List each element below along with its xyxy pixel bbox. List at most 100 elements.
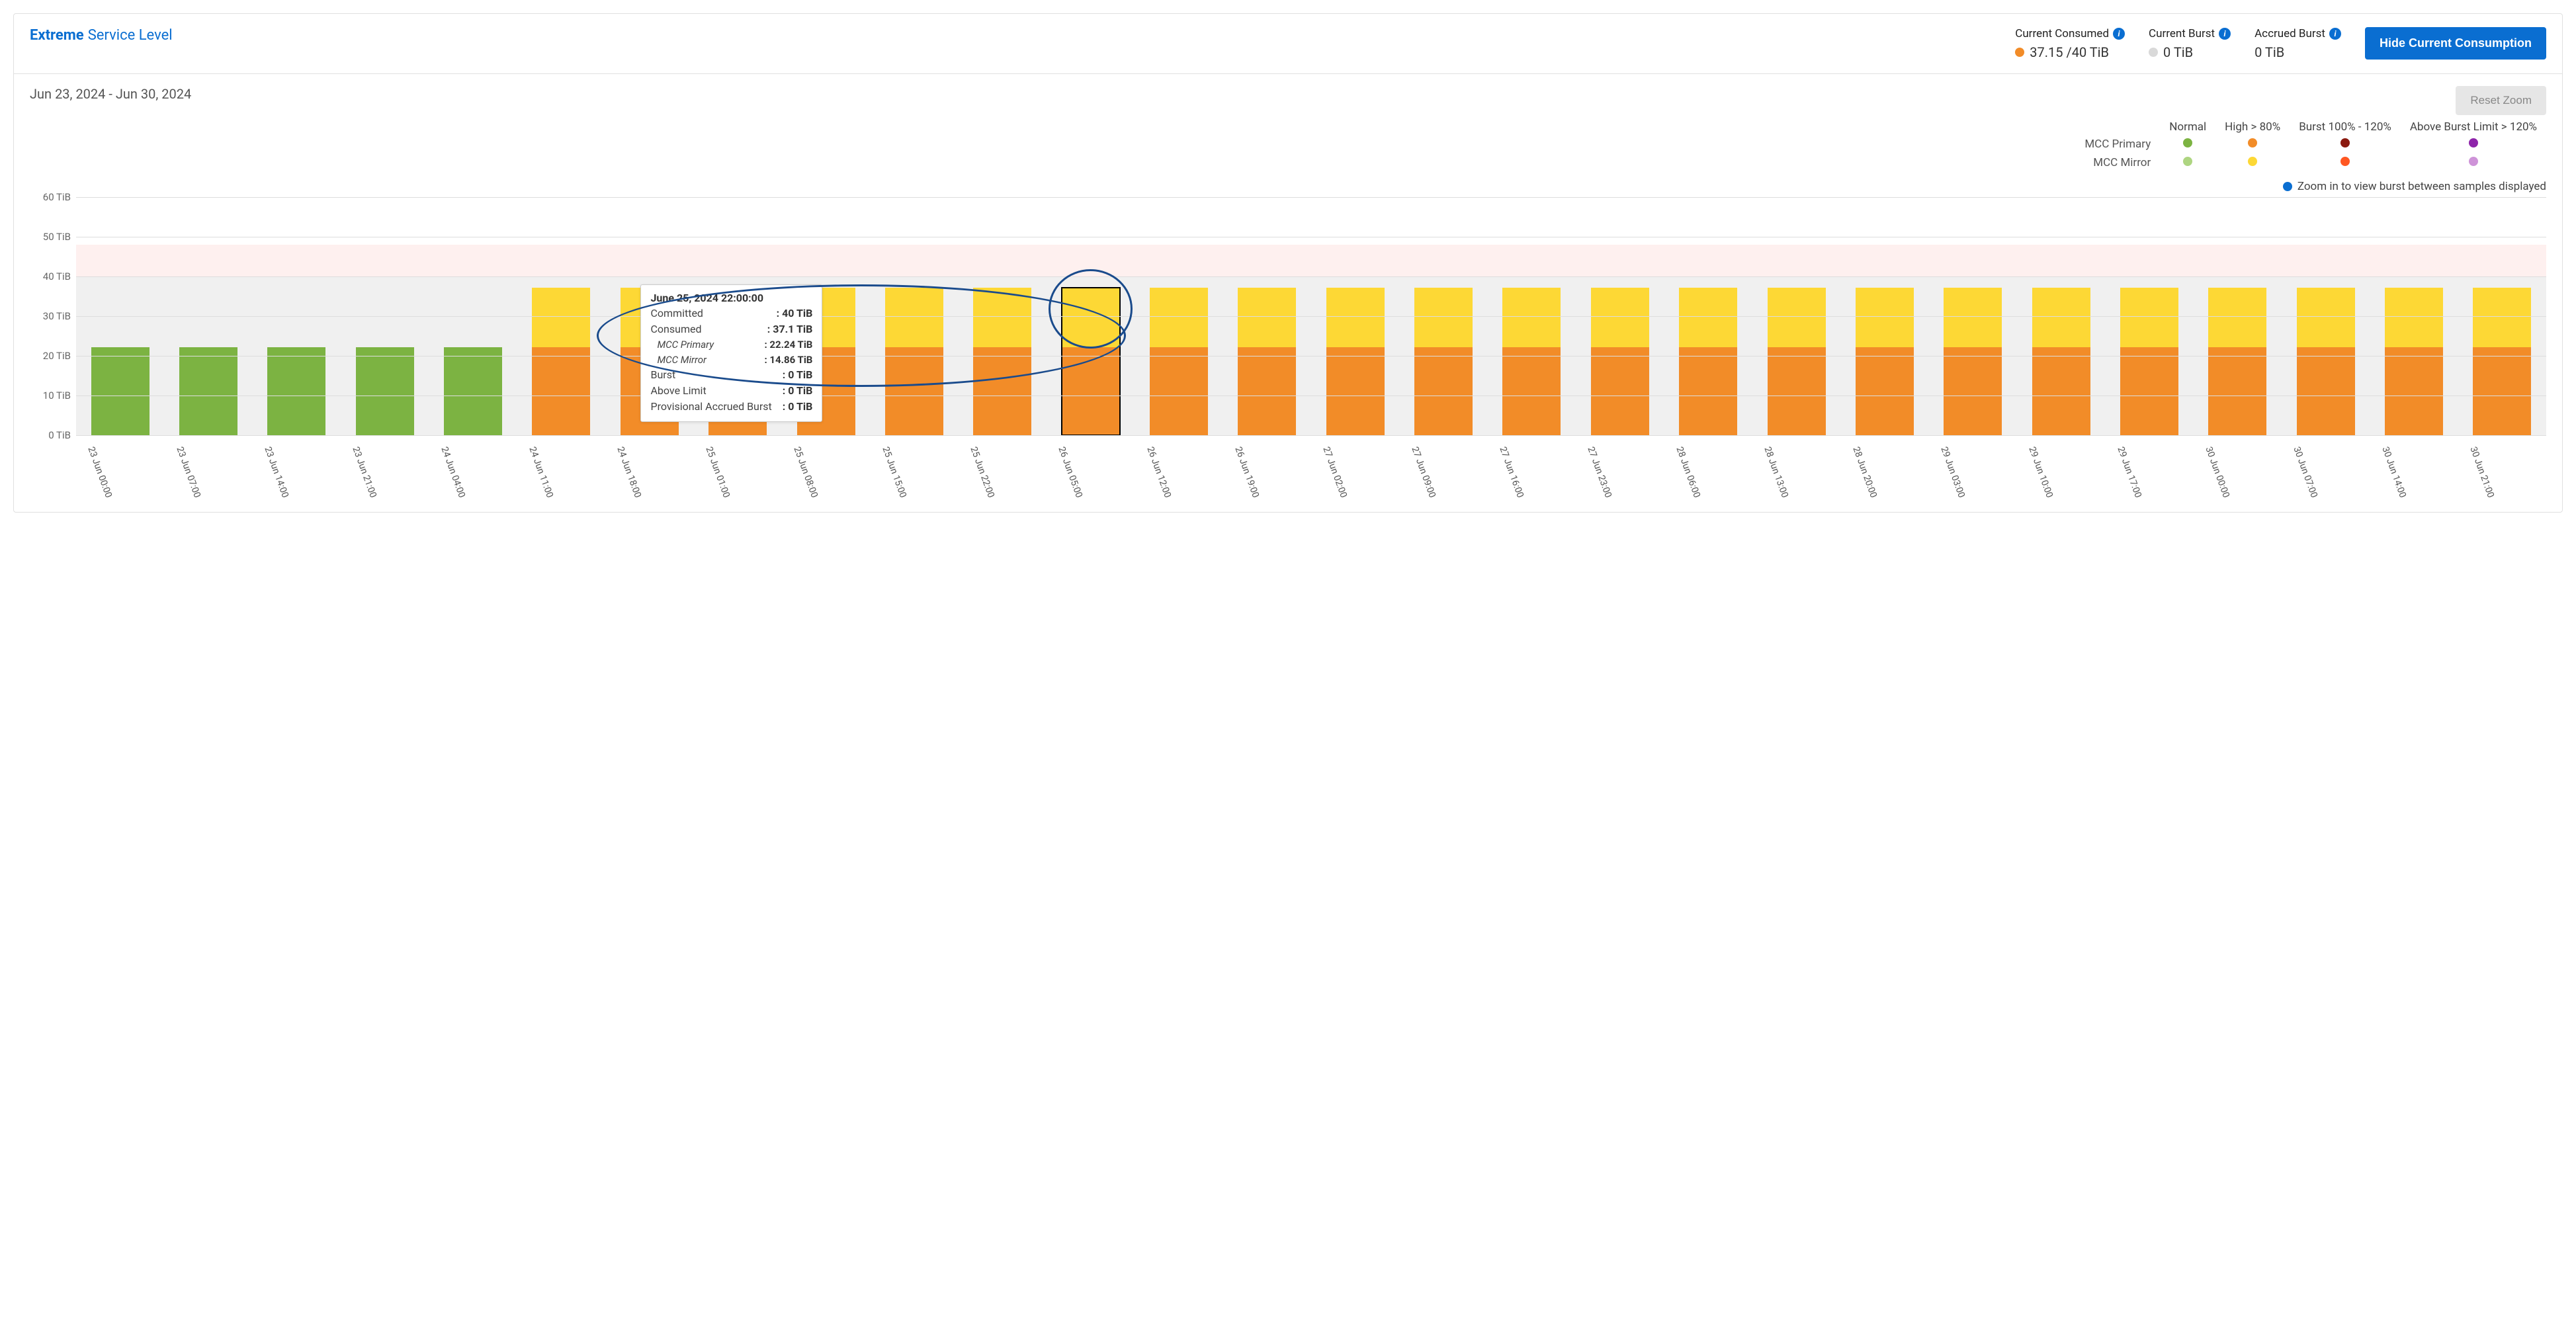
chart-bar[interactable] [1679,288,1737,435]
legend: NormalHigh > 80%Burst 100% - 120%Above B… [14,115,2562,179]
bar-segment-primary [1150,347,1208,435]
bar-segment-primary [1238,347,1296,435]
chart-bar[interactable] [2120,288,2178,435]
legend-swatch-icon[interactable] [2340,157,2350,166]
info-icon[interactable]: i [2113,28,2125,40]
bar-segment-mirror [2473,288,2531,347]
chart-bar[interactable] [1062,288,1120,435]
chart-bar[interactable] [532,288,590,435]
chart-bar[interactable] [356,347,414,435]
bar-segment-mirror [1326,288,1385,347]
bar-segment-mirror [973,288,1031,347]
bar-segment-mirror [2120,288,2178,347]
bar-segment-mirror [1768,288,1826,347]
hide-consumption-button[interactable]: Hide Current Consumption [2365,27,2546,60]
bar-segment-primary [532,347,590,435]
metric-burst-value: 0 TiB [2163,44,2193,60]
chart-bar[interactable] [2032,288,2090,435]
tooltip-key: Consumed [650,321,701,337]
zoom-note: Zoom in to view burst between samples di… [14,179,2562,197]
chart-tooltip: June 25, 2024 22:00:00 Committed: 40 TiB… [640,284,822,422]
bar-segment-mirror [2297,288,2355,347]
legend-swatch-icon[interactable] [2469,157,2478,166]
chart-bar[interactable] [444,347,502,435]
legend-column-header: High > 80% [2215,119,2290,135]
bar-segment-primary [2032,347,2090,435]
chart-bar[interactable] [1238,288,1296,435]
legend-swatch-icon[interactable] [2183,138,2192,147]
chart-bar[interactable] [2385,288,2443,435]
chart-bar[interactable] [1591,288,1649,435]
tooltip-key: Burst [650,367,675,383]
chart-bar[interactable] [885,288,943,435]
chart-bar[interactable] [267,347,325,435]
bar-segment-primary [1062,347,1120,435]
legend-table: NormalHigh > 80%Burst 100% - 120%Above B… [2075,119,2546,172]
chart-bar[interactable] [179,347,237,435]
x-tick-label: 23 Jun 00:00 [40,445,114,516]
date-range: Jun 23, 2024 - Jun 30, 2024 [30,86,191,102]
chart-bar[interactable] [1414,288,1473,435]
bar-segment-mirror [1150,288,1208,347]
info-icon[interactable]: i [2219,28,2231,40]
tooltip-value: : 14.86 TiB [764,353,812,368]
legend-swatch-icon[interactable] [2248,157,2257,166]
chart-bar[interactable] [973,288,1031,435]
bar-segment-mirror [1591,288,1649,347]
chart-bar[interactable] [1856,288,1914,435]
legend-swatch-icon[interactable] [2340,138,2350,147]
chart-bar[interactable] [2297,288,2355,435]
chart-bar[interactable] [91,347,150,435]
bar-segment-primary [2297,347,2355,435]
dot-icon [2015,48,2024,57]
reset-zoom-button[interactable]: Reset Zoom [2456,86,2546,115]
bar-segment-mirror [885,288,943,347]
dot-icon [2283,182,2292,191]
bar-segment-primary [1502,347,1561,435]
dot-icon [2149,48,2158,57]
bar-segment-mirror [2208,288,2266,347]
bar-segment-primary [2385,347,2443,435]
bar-segment-primary [179,347,237,435]
y-axis: 0 TiB10 TiB20 TiB30 TiB40 TiB50 TiB60 Ti… [30,197,76,435]
x-axis: 23 Jun 00:0023 Jun 07:0023 Jun 14:0023 J… [30,435,2546,499]
tooltip-value: : 37.1 TiB [767,321,813,337]
bar-segment-primary [885,347,943,435]
tooltip-value: : 22.24 TiB [764,337,812,353]
chart-bar[interactable] [1502,288,1561,435]
y-tick-label: 20 TiB [43,350,71,362]
tooltip-value: : 0 TiB [783,383,813,399]
tooltip-key: Provisional Accrued Burst [650,399,771,415]
bar-segment-primary [2473,347,2531,435]
metric-accrued: Accrued Burst i 0 TiB [2254,27,2341,60]
info-icon[interactable]: i [2329,28,2341,40]
chart-bar[interactable] [1944,288,2002,435]
legend-swatch-icon[interactable] [2248,138,2257,147]
tooltip-key: Committed [650,306,703,321]
bar-segment-primary [1944,347,2002,435]
chart-bar[interactable] [1326,288,1385,435]
plot-area[interactable]: June 25, 2024 22:00:00 Committed: 40 TiB… [76,197,2546,435]
legend-swatch-icon[interactable] [2183,157,2192,166]
metric-burst-label: Current Burst [2149,27,2215,40]
chart-bar[interactable] [2473,288,2531,435]
bar-segment-primary [1326,347,1385,435]
y-tick-label: 30 TiB [43,310,71,322]
bar-segment-primary [973,347,1031,435]
bar-segment-mirror [1238,288,1296,347]
bar-segment-primary [91,347,150,435]
tooltip-key: MCC Mirror [650,353,707,368]
chart-bar[interactable] [1768,288,1826,435]
bar-segment-primary [444,347,502,435]
legend-row-label: MCC Mirror [2075,153,2160,172]
legend-swatch-icon[interactable] [2469,138,2478,147]
metric-consumed-label: Current Consumed [2015,27,2109,40]
bar-segment-mirror [1502,288,1561,347]
title-light: Service Level [88,27,173,44]
metric-consumed-value: 37.15 /40 TiB [2030,44,2109,60]
chart-bar[interactable] [1150,288,1208,435]
tooltip-title: June 25, 2024 22:00:00 [650,292,812,304]
chart-bar[interactable] [2208,288,2266,435]
bar-segment-primary [1679,347,1737,435]
chart[interactable]: 0 TiB10 TiB20 TiB30 TiB40 TiB50 TiB60 Ti… [14,197,2562,512]
